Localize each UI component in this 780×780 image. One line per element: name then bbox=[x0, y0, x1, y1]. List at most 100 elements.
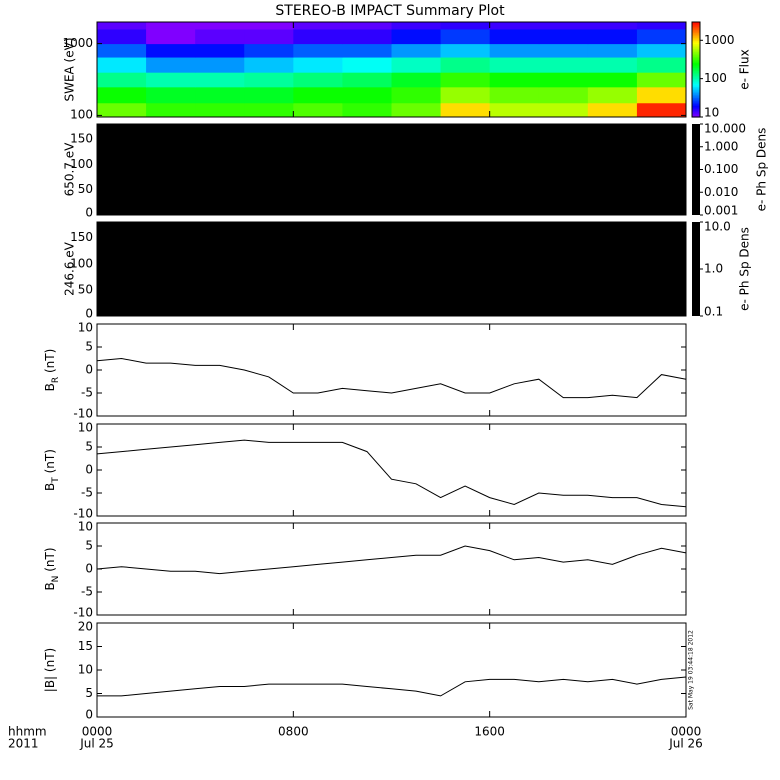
heatmap-cell bbox=[538, 72, 589, 88]
heatmap-cell bbox=[636, 57, 687, 73]
data-line bbox=[96, 357, 687, 399]
colorbar-segment bbox=[692, 25, 700, 28]
colorbar-segment bbox=[692, 80, 700, 83]
colorbar-segment bbox=[692, 48, 700, 52]
colorbar-segment bbox=[692, 74, 700, 77]
heatmap-cell bbox=[146, 22, 196, 30]
colorbar-segment bbox=[692, 58, 700, 61]
colorbar-tick-label: 0.010 bbox=[704, 185, 738, 199]
plot-frame bbox=[96, 123, 687, 216]
heatmap-cell bbox=[244, 22, 294, 30]
colorbar-tick-label: 1.000 bbox=[704, 139, 738, 153]
colorbar-segment bbox=[692, 71, 700, 74]
heatmap-cell bbox=[293, 72, 343, 88]
heatmap-cell bbox=[587, 72, 638, 88]
y-tick-label: 5 bbox=[85, 686, 93, 700]
colorbar-segment bbox=[692, 102, 700, 105]
colorbar-segment bbox=[692, 61, 700, 64]
y-axis-label-part: |B| (nT) bbox=[43, 648, 57, 692]
colorbar-segment bbox=[692, 113, 700, 117]
x-tick-label: 1600 bbox=[474, 725, 505, 739]
heatmap-cell bbox=[293, 43, 343, 58]
y-tick-label: 1000 bbox=[62, 36, 93, 50]
colorbar-segment bbox=[692, 45, 700, 48]
heatmap-cell bbox=[244, 86, 294, 104]
plot-frame bbox=[96, 221, 687, 317]
heatmap-cell bbox=[587, 28, 638, 45]
heatmap-cell bbox=[440, 72, 491, 88]
colorbar-segment bbox=[692, 52, 700, 55]
colorbar-label: e- Ph Sp Dens bbox=[738, 227, 752, 311]
heatmap-cell bbox=[538, 43, 589, 58]
heatmap-cell bbox=[587, 102, 638, 118]
colorbar-segment bbox=[692, 79, 700, 82]
colorbar-tick-label: 0.100 bbox=[704, 162, 738, 176]
colorbar-segment bbox=[692, 22, 700, 25]
heatmap-cell bbox=[342, 43, 392, 58]
colorbar-segment bbox=[692, 42, 700, 45]
heatmap-cell bbox=[146, 57, 196, 73]
heatmap-cell bbox=[195, 102, 245, 118]
heatmap-cell bbox=[538, 22, 589, 30]
colorbar-segment bbox=[692, 67, 700, 71]
colorbar-segment bbox=[692, 75, 700, 79]
y-tick-label: 10 bbox=[78, 663, 93, 677]
heatmap-cell bbox=[195, 72, 245, 88]
y-tick-label: 15 bbox=[78, 639, 93, 653]
heatmap-cell bbox=[146, 28, 196, 45]
heatmap-cell bbox=[636, 86, 687, 104]
y-axis-label: 650.7 eV bbox=[63, 142, 77, 197]
colorbar-segment bbox=[692, 66, 700, 69]
heatmap-cell bbox=[146, 72, 196, 88]
heatmap-cell bbox=[587, 86, 638, 104]
heatmap-cell bbox=[97, 57, 147, 73]
y-tick-label: 100 bbox=[70, 108, 93, 122]
colorbar-tick-label: 1.0 bbox=[704, 262, 723, 276]
y-tick-label: 10 bbox=[78, 421, 93, 435]
colorbar-segment bbox=[692, 50, 700, 53]
colorbar-segment bbox=[692, 96, 700, 99]
y-tick-label: -10 bbox=[73, 606, 93, 620]
colorbar-tick-label: 10 bbox=[704, 106, 719, 120]
heatmap-cell bbox=[293, 57, 343, 73]
heatmap-cell bbox=[97, 43, 147, 58]
heatmap-cell bbox=[342, 22, 392, 30]
heatmap-cell bbox=[293, 102, 343, 118]
heatmap-cell bbox=[146, 86, 196, 104]
y-axis-label-part: B bbox=[43, 483, 57, 491]
heatmap-cell bbox=[195, 86, 245, 104]
heatmap-cell bbox=[146, 102, 196, 118]
heatmap-cell bbox=[342, 28, 392, 45]
y-axis-label: 246.6 eV bbox=[63, 241, 77, 296]
y-tick-label: 150 bbox=[70, 132, 93, 146]
y-tick-label: -10 bbox=[73, 407, 93, 421]
heatmap-cell bbox=[97, 22, 147, 30]
colorbar-tick-label: 10.0 bbox=[704, 220, 731, 234]
y-axis-label: BR (nT) bbox=[43, 349, 61, 392]
x-date-label: Jul 26 bbox=[668, 737, 703, 751]
colorbar-segment bbox=[692, 94, 700, 98]
colorbar-segment bbox=[692, 29, 700, 33]
colorbar-tick-label: 0.1 bbox=[704, 305, 723, 319]
colorbar-segment bbox=[692, 107, 700, 110]
y-tick-label: 10 bbox=[78, 321, 93, 335]
heatmap-cell bbox=[489, 102, 540, 118]
heatmap-cell bbox=[195, 28, 245, 45]
heatmap-cell bbox=[489, 72, 540, 88]
data-line bbox=[97, 676, 687, 697]
x-tick-label: 0000 bbox=[671, 725, 702, 739]
y-tick-label: 100 bbox=[70, 256, 93, 270]
heatmap-cell bbox=[391, 28, 442, 45]
data-line bbox=[96, 545, 687, 575]
colorbar-segment bbox=[692, 98, 700, 101]
heatmap-cell bbox=[97, 86, 147, 104]
heatmap-cell bbox=[244, 57, 294, 73]
colorbar-segment bbox=[692, 105, 700, 109]
colorbar-label: e- Flux bbox=[738, 49, 752, 89]
y-axis-label-part: T bbox=[51, 477, 61, 484]
colorbar-segment bbox=[692, 90, 700, 93]
heatmap-cell bbox=[391, 102, 442, 118]
colorbar-segment bbox=[692, 88, 700, 91]
colorbar-segment bbox=[692, 23, 700, 26]
